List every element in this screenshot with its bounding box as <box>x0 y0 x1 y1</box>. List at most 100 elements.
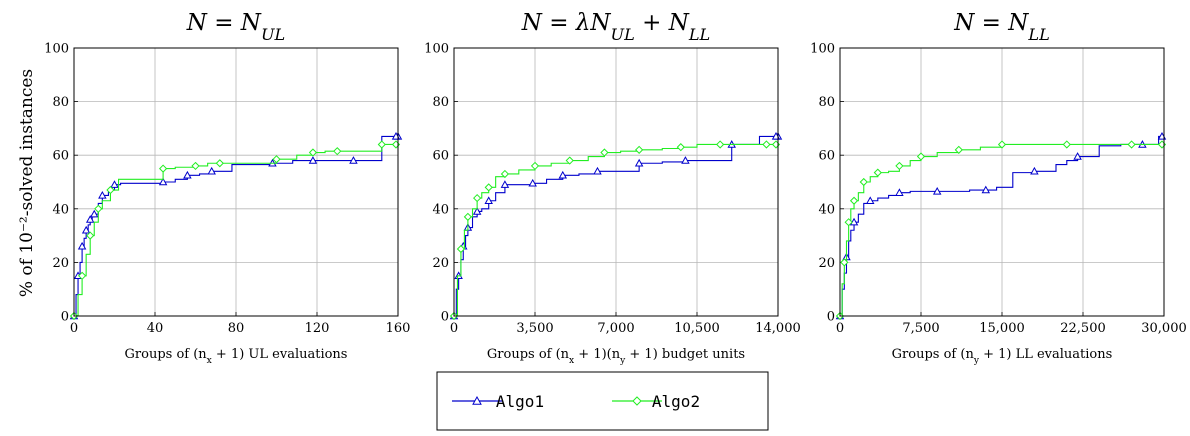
data-point-algo2 <box>849 196 859 205</box>
x-tick-label: 7,000 <box>597 321 634 336</box>
plot-frame <box>73 47 399 317</box>
y-tick-label: 20 <box>818 256 835 271</box>
x-tick-label: 0 <box>70 321 78 336</box>
data-point-algo1 <box>484 196 493 204</box>
x-tick-label: 14,000 <box>755 321 801 336</box>
x-tick-label: 3,500 <box>516 321 553 336</box>
data-point-algo1 <box>932 186 942 195</box>
legend-marker-algo1 <box>472 395 482 405</box>
data-point-algo2 <box>106 185 115 195</box>
y-tick-label: 100 <box>44 42 69 57</box>
x-tick-label: 10,500 <box>674 321 720 336</box>
legend-label-algo1: Algo1 <box>496 392 544 411</box>
legend-marker-algo2 <box>632 396 642 406</box>
x-tick-label: 22,500 <box>1060 321 1106 336</box>
x-tick-label: 7,500 <box>902 321 939 336</box>
data-point-algo1 <box>865 196 875 204</box>
data-point-algo1 <box>1073 152 1082 160</box>
data-point-algo1 <box>681 156 690 164</box>
data-point-algo2 <box>530 161 540 171</box>
y-tick-label: 60 <box>432 149 449 164</box>
data-point-algo2 <box>500 169 510 179</box>
data-point-algo2 <box>272 155 281 164</box>
y-tick-label: 60 <box>818 149 835 164</box>
y-tick-label: 40 <box>818 202 835 217</box>
x-tick-label: 30,000 <box>1141 321 1187 336</box>
x-axis-label: Groups of (nx + 1) UL evaluations <box>125 347 348 366</box>
data-point-algo1 <box>1030 166 1039 175</box>
data-point-algo1 <box>110 180 119 188</box>
data-point-algo1 <box>895 188 904 196</box>
data-point-algo1 <box>593 166 602 175</box>
chart-2: 0 3,500 7,000 10,500 14,000 0 20 40 60 80 100 N = λ… <box>424 10 801 366</box>
x-tick-label: 0 <box>836 321 844 336</box>
data-point-algo2 <box>997 140 1007 149</box>
data-point-algo2 <box>844 218 853 227</box>
plot-frame <box>839 47 1165 317</box>
x-tick-label: 120 <box>305 321 330 336</box>
data-point-algo1 <box>500 180 510 188</box>
data-point-algo1 <box>98 190 107 199</box>
y-tick-label: 20 <box>432 256 449 271</box>
x-tick-label: 15,000 <box>979 321 1025 336</box>
y-tick-label: 100 <box>424 42 449 57</box>
data-point-algo1 <box>558 170 568 179</box>
data-point-algo1 <box>90 209 99 218</box>
data-point-algo2 <box>565 156 574 165</box>
chart-3: 0 7,500 15,000 22,500 30,000 0 20 40 60 80 100 N = … <box>810 10 1187 366</box>
y-tick-label: 0 <box>827 310 835 325</box>
data-point-algo2 <box>484 183 493 192</box>
data-point-algo1 <box>207 166 216 175</box>
data-point-algo1 <box>183 170 192 179</box>
data-point-algo2 <box>676 143 685 152</box>
y-tick-label: 80 <box>818 95 835 110</box>
legend-label-algo2: Algo2 <box>652 392 700 411</box>
y-tick-label: 40 <box>432 202 449 217</box>
data-point-algo2 <box>94 204 103 213</box>
y-tick-label: 20 <box>52 256 69 271</box>
data-point-algo2 <box>463 212 472 221</box>
x-axis-label: Groups of (ny + 1) LL evaluations <box>892 347 1113 366</box>
data-point-algo1 <box>158 177 168 186</box>
data-point-algo2 <box>635 145 644 154</box>
y-tick-label: 60 <box>52 149 69 164</box>
data-point-algo2 <box>954 145 963 154</box>
data-point-algo2 <box>895 161 904 171</box>
data-point-algo2 <box>308 148 318 157</box>
legend: Algo1 Algo2 <box>436 371 769 431</box>
data-point-algo1 <box>528 178 537 187</box>
data-point-algo2 <box>215 159 224 168</box>
x-tick-label: 80 <box>228 321 245 336</box>
data-point-algo1 <box>81 225 91 234</box>
data-point-algo2 <box>762 140 771 149</box>
chart-1: 0 40 80 120 160 0 20 40 60 80 100 N = NUL Groups of … <box>44 10 410 366</box>
y-tick-label: 80 <box>432 95 449 110</box>
x-tick-label: 40 <box>147 321 164 336</box>
data-point-algo2 <box>473 193 482 203</box>
series-line-algo2 <box>840 143 1164 317</box>
x-tick-label: 160 <box>386 321 411 336</box>
data-point-algo2 <box>600 148 609 157</box>
data-point-algo2 <box>1062 140 1071 149</box>
data-point-algo1 <box>981 185 991 194</box>
data-point-algo2 <box>873 168 882 177</box>
y-tick-label: 80 <box>52 95 69 110</box>
data-point-algo2 <box>456 244 466 254</box>
data-point-algo2 <box>840 258 849 267</box>
data-point-algo1 <box>85 215 95 223</box>
data-point-algo2 <box>716 140 725 149</box>
x-axis-label: Groups of (nx + 1)(ny + 1) budget units <box>487 347 745 366</box>
chart-title: N = NLL <box>953 10 1050 44</box>
chart-title: N = λNUL + NLL <box>521 10 710 44</box>
x-tick-label: 0 <box>450 321 458 336</box>
charts: 0 40 80 120 160 0 20 40 60 80 100 N = NUL Groups of … <box>44 10 1187 366</box>
data-point-algo1 <box>308 156 318 164</box>
data-point-algo2 <box>859 177 868 187</box>
y-axis-label: % of 10⁻²-solved instances <box>17 69 37 297</box>
data-point-algo2 <box>158 164 168 173</box>
data-point-algo2 <box>191 161 200 171</box>
data-point-algo1 <box>472 207 482 215</box>
data-point-algo2 <box>77 271 87 280</box>
plot-frame <box>453 47 779 317</box>
data-point-algo2 <box>86 231 95 240</box>
